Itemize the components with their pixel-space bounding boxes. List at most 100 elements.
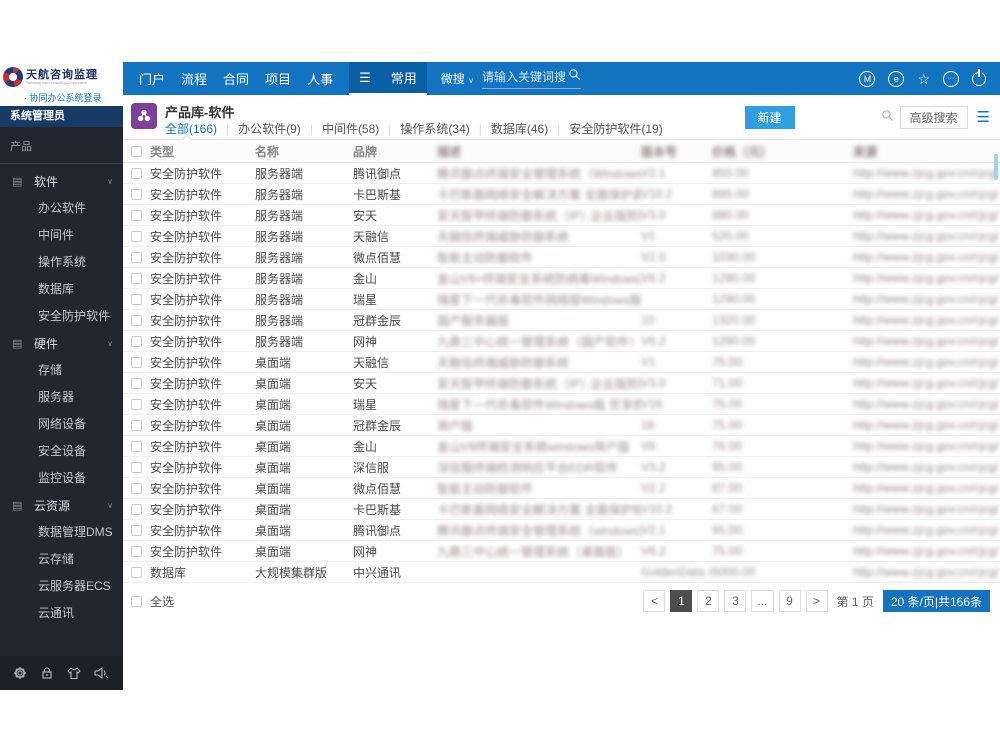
row-checkbox[interactable]	[131, 314, 142, 326]
nav-item-changyong[interactable]: 常用	[380, 62, 427, 95]
row-checkbox[interactable]	[131, 545, 142, 557]
table-row[interactable]: 安全防护软件 桌面端 网神 九鼎三中心统一管理系统（桌面版） V6.2 75.00 http…	[123, 541, 1000, 562]
page-number-button[interactable]: 9	[778, 590, 801, 612]
sidebar-item[interactable]: 云服务器ECS	[38, 579, 111, 593]
sidebar-item[interactable]: 安全设备	[38, 444, 87, 458]
table-row[interactable]: 安全防护软件 服务器端 瑞星 瑞星下一代杀毒软件网络版Windows版 优享授权版 12…	[123, 289, 1000, 310]
cell-version: V16	[641, 397, 663, 411]
oa-login-link[interactable]: · 协同办公系统登录	[0, 92, 123, 106]
page-size-info[interactable]: 20 条/页|共166条	[882, 590, 990, 612]
tab[interactable]: 中间件(58)	[321, 122, 380, 136]
page-number-button[interactable]: ...	[751, 590, 774, 612]
table-row[interactable]: 安全防护软件 服务器端 金山 金山V8+终端安全系统防病毒Windows服务器版V6.…	[123, 268, 1000, 289]
row-checkbox[interactable]	[131, 377, 142, 389]
sidebar-item[interactable]: 操作系统	[38, 255, 87, 269]
message-icon[interactable]: e	[888, 70, 905, 87]
table-row[interactable]: 安全防护软件 桌面端 安天 安天智甲终端防御系统（IP）·企业版防御系统V3.0 71.…	[123, 373, 1000, 394]
settings-gear-icon[interactable]	[13, 666, 27, 680]
sidebar-group[interactable]: ▤ 软件 ∨	[0, 168, 123, 195]
tab[interactable]: 办公软件(9)	[238, 122, 301, 136]
page-number-button[interactable]: 3	[724, 590, 747, 612]
sidebar-item[interactable]: 安全防护软件	[38, 309, 111, 323]
row-checkbox[interactable]	[131, 503, 142, 515]
row-checkbox[interactable]	[131, 188, 142, 200]
table-row[interactable]: 安全防护软件 桌面端 冠群金辰 用户版 16 75.00 http://www.zjcg.g…	[123, 415, 1000, 436]
tab[interactable]: 安全防护软件(19)	[569, 122, 663, 136]
row-checkbox[interactable]	[131, 524, 142, 536]
favorite-star-icon[interactable]: ☆	[917, 70, 930, 87]
tab[interactable]: 数据库(46)	[490, 122, 549, 136]
table-row[interactable]: 安全防护软件 桌面端 瑞星 瑞星下一代杀毒软件Windows版 优享授权版V16 75.…	[123, 394, 1000, 415]
row-checkbox[interactable]	[131, 419, 142, 431]
sidebar-item[interactable]: 数据库	[38, 282, 75, 296]
row-checkbox[interactable]	[131, 209, 142, 221]
m-badge-icon[interactable]: M	[859, 70, 876, 87]
table-row[interactable]: 安全防护软件 服务器端 网神 九鼎三中心统一管理系统（国产软件） V6.2 1290.00…	[123, 331, 1000, 352]
table-row[interactable]: 安全防护软件 服务器端 安天 安天智甲终端防御系统（IP）·企业版防御系统V3.0 88…	[123, 205, 1000, 226]
tab[interactable]: 全部(166)	[165, 122, 218, 136]
search-scope-dropdown[interactable]: 微搜 ∨	[440, 72, 474, 86]
page-prev-button[interactable]: <	[643, 590, 666, 612]
table-row[interactable]: 数据库 大规模集群版 中兴通讯 GoldenData s...5000.00 http:…	[123, 562, 1000, 583]
header-checkbox[interactable]	[131, 145, 142, 157]
sidebar-item[interactable]: 网络设备	[38, 417, 87, 431]
more-icon[interactable]: ···	[943, 70, 959, 87]
row-checkbox[interactable]	[131, 272, 142, 284]
row-checkbox[interactable]	[131, 482, 142, 494]
row-checkbox[interactable]	[131, 293, 142, 305]
sidebar-item[interactable]: 中间件	[38, 228, 75, 242]
row-checkbox[interactable]	[131, 566, 142, 578]
sidebar-item[interactable]: 服务器	[38, 390, 75, 404]
table-row[interactable]: 安全防护软件 桌面端 卡巴斯基 卡巴斯基网络安全解决方案 全面保护标准版（KL48）.…	[123, 499, 1000, 520]
tab[interactable]: 操作系统(34)	[400, 122, 470, 136]
advanced-search-button[interactable]: 高级搜索	[899, 106, 968, 129]
row-checkbox[interactable]	[131, 230, 142, 242]
select-all-checkbox[interactable]	[131, 595, 142, 607]
table-row[interactable]: 安全防护软件 服务器端 微点佰慧 智能主动防御软件 V2.0 1030.00 http://…	[123, 247, 1000, 268]
nav-item[interactable]: 项目	[265, 72, 292, 87]
table-scrollbar[interactable]	[994, 154, 998, 180]
page-number-button[interactable]: 1	[670, 590, 693, 612]
nav-item[interactable]: 人事	[307, 72, 334, 87]
page-number-button[interactable]: 2	[697, 590, 720, 612]
nav-item[interactable]: 合同	[223, 72, 250, 87]
sidebar-item[interactable]: 监控设备	[38, 471, 87, 485]
table-row[interactable]: 安全防护软件 桌面端 微点佰慧 智能主动防御软件 V2.2 87.00 http://www…	[123, 478, 1000, 499]
table-row[interactable]: 安全防护软件 桌面端 金山 金山V8终端安全系统windows用户版 V8 76.00 ht…	[123, 436, 1000, 457]
table-row[interactable]: 安全防护软件 桌面端 深信服 深信服终端检测响应平台EDR软件 V3.2 65.00 htt…	[123, 457, 1000, 478]
search-icon[interactable]	[881, 109, 894, 127]
sidebar-item[interactable]: 数据管理DMS	[38, 525, 113, 539]
table-search-input[interactable]	[802, 107, 881, 128]
row-checkbox[interactable]	[131, 167, 142, 179]
create-new-button[interactable]: 新建	[744, 106, 795, 129]
nav-item[interactable]: 流程	[181, 72, 208, 87]
row-checkbox[interactable]	[131, 461, 142, 473]
power-icon[interactable]	[972, 68, 986, 86]
row-checkbox[interactable]	[131, 440, 142, 452]
page-next-button[interactable]: >	[805, 590, 828, 612]
sidebar-group[interactable]: ▤ 硬件 ∨	[0, 330, 123, 357]
global-search-input[interactable]	[481, 70, 568, 84]
row-checkbox[interactable]	[131, 335, 142, 347]
sidebar-item[interactable]: 办公软件	[38, 201, 87, 215]
table-row[interactable]: 安全防护软件 服务器端 天融信 天融信终端威胁防御系统 V1 520.00 http://w…	[123, 226, 1000, 247]
row-checkbox[interactable]	[131, 251, 142, 263]
sidebar-item[interactable]: 存储	[38, 363, 63, 377]
table-row[interactable]: 安全防护软件 服务器端 冠群金辰 国产服务器版 10 1320.00 http://www.…	[123, 310, 1000, 331]
table-row[interactable]: 安全防护软件 服务器端 卡巴斯基 卡巴斯基网络安全解决方案 全面保护高级版（KL486…	[123, 184, 1000, 205]
nav-hamburger-icon[interactable]: ☰	[349, 62, 381, 95]
volume-icon[interactable]	[94, 666, 110, 680]
sidebar-item[interactable]: 云存储	[38, 552, 75, 566]
sidebar-item[interactable]: 云通讯	[38, 606, 75, 620]
sidebar-group[interactable]: ▤ 云资源 ∨	[0, 492, 123, 519]
lock-icon[interactable]	[40, 666, 54, 680]
table-row[interactable]: 安全防护软件 服务器端 腾讯御点 腾讯御点终端安全管理系统（Windows版）V2.1…	[123, 163, 1000, 184]
search-icon[interactable]	[568, 68, 581, 86]
theme-shirt-icon[interactable]	[67, 666, 81, 680]
table-row[interactable]: 安全防护软件 桌面端 天融信 天融信终端威胁防御系统 V1 75.00 http://www…	[123, 352, 1000, 373]
row-checkbox[interactable]	[131, 356, 142, 368]
list-view-icon[interactable]: ☰	[976, 109, 990, 126]
table-row[interactable]: 安全防护软件 桌面端 腾讯御点 腾讯御点终端安全管理系统（windows版）V2.1V…	[123, 520, 1000, 541]
row-checkbox[interactable]	[131, 398, 142, 410]
nav-item[interactable]: 门户	[139, 72, 166, 87]
